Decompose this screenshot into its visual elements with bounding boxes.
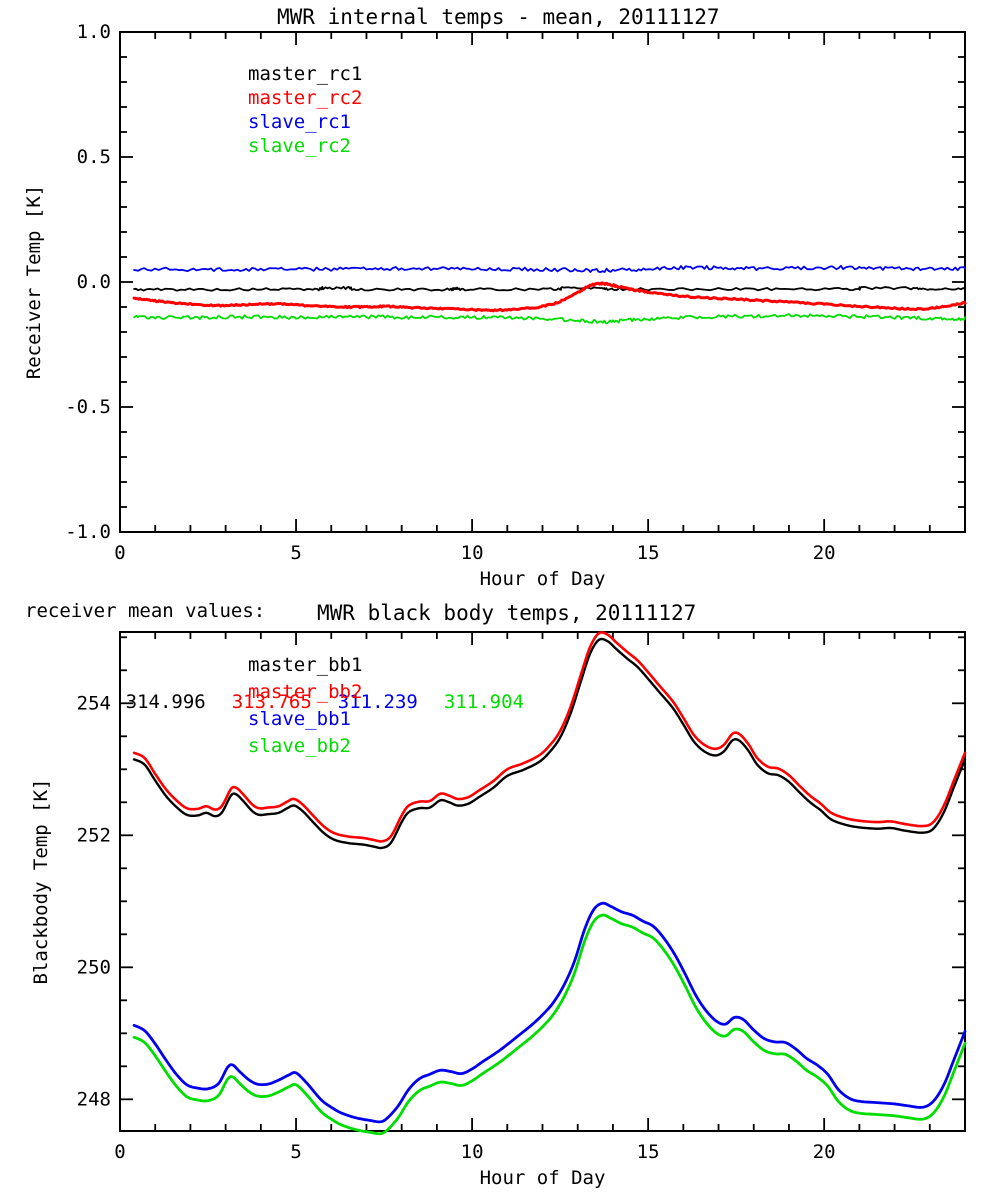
y-axis-label: Blackbody Temp [K] <box>30 779 52 985</box>
y-tick-label: 0.0 <box>77 271 111 293</box>
series-slave_bb2 <box>132 913 967 1136</box>
x-axis-label: Hour of Day <box>480 1167 606 1189</box>
x-tick-label: 0 <box>114 1141 125 1163</box>
x-tick-label: 15 <box>637 1141 660 1163</box>
y-tick-label: -0.5 <box>65 396 111 418</box>
series-master_rc1 <box>133 285 966 292</box>
y-tick-label: 252 <box>77 824 111 846</box>
chart-top-title: MWR internal temps - mean, 20111127 <box>277 5 720 29</box>
legend-item-master-rc1: master_rc1 <box>248 63 363 85</box>
y-tick-label: 0.5 <box>77 146 111 168</box>
chart-top-legend: master_rc1 master_rc2 slave_rc1 slave_rc… <box>248 62 362 158</box>
x-tick-label: 5 <box>290 1141 301 1163</box>
axis-box <box>119 31 966 533</box>
receiver-mean-slave-rc2: 311.904 <box>443 691 524 713</box>
x-axis-label: Hour of Day <box>480 568 606 590</box>
series-master_bb1 <box>132 637 967 850</box>
x-tick-label: 10 <box>461 542 484 564</box>
x-tick-label: 10 <box>461 1141 484 1163</box>
legend-item-slave-rc1: slave_rc1 <box>248 111 351 133</box>
series-master_bb2 <box>132 631 967 843</box>
legend-item-master-bb2: master_bb2 <box>248 681 363 703</box>
y-tick-label: 250 <box>77 956 111 978</box>
receiver-mean-slave-rc1: 311.239 <box>337 691 418 713</box>
x-tick-label: 20 <box>813 1141 836 1163</box>
series-slave_rc1 <box>133 264 966 273</box>
receiver-mean-values: 314.996 313.765 311.239 311.904 <box>57 669 550 735</box>
y-axis-label: Receiver Temp [K] <box>23 185 45 379</box>
receiver-mean-master-rc2: 313.765 <box>231 691 312 713</box>
receiver-mean-master-rc1: 314.996 <box>125 691 206 713</box>
legend-item-master-rc2: master_rc2 <box>248 87 363 109</box>
x-tick-label: 5 <box>290 542 301 564</box>
x-tick-label: 15 <box>637 542 660 564</box>
y-tick-label: -1.0 <box>65 521 111 543</box>
series-slave_rc2 <box>133 313 966 325</box>
series-master_rc2 <box>132 281 967 313</box>
receiver-mean-label: receiver mean values: <box>25 600 266 622</box>
chart-bottom-legend: master_bb1 master_bb2 slave_bb1 slave_bb… <box>248 652 362 760</box>
y-tick-label: 254 <box>77 692 111 714</box>
y-tick-label: 1.0 <box>77 21 111 43</box>
x-tick-label: 0 <box>114 542 125 564</box>
receiver-mean-annotation: receiver mean values: 314.996 313.765 311.… <box>25 556 550 779</box>
legend-item-slave-bb2: slave_bb2 <box>248 735 351 757</box>
chart-bottom-title: MWR black body temps, 20111127 <box>317 601 697 625</box>
legend-item-master-bb1: master_bb1 <box>248 654 363 676</box>
x-tick-label: 20 <box>813 542 836 564</box>
legend-item-slave-bb1: slave_bb1 <box>248 708 351 730</box>
series-slave_bb1 <box>132 901 967 1124</box>
y-tick-label: 248 <box>77 1088 111 1110</box>
legend-item-slave-rc2: slave_rc2 <box>248 135 351 157</box>
